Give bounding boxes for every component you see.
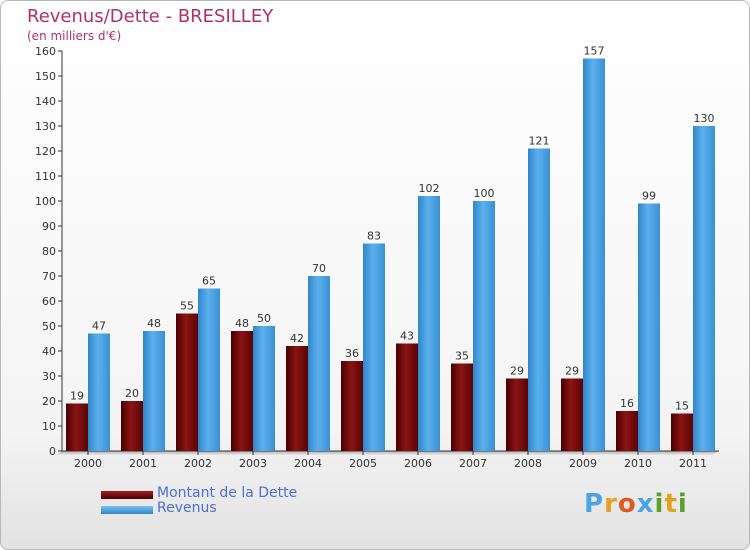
y-tick-label: 0: [49, 445, 56, 458]
data-label-revenue: 47: [92, 320, 106, 333]
x-tick-label: 2010: [624, 457, 652, 470]
bar-debt: [66, 403, 88, 451]
x-tick-label: 2004: [294, 457, 322, 470]
data-label-revenue: 157: [584, 45, 605, 58]
legend-label-revenue: Revenus: [157, 500, 217, 516]
x-tick-label: 2005: [349, 457, 377, 470]
proxiti-logo: Proxiti: [584, 489, 688, 519]
bar-revenue: [88, 333, 110, 451]
data-label-revenue: 48: [147, 317, 161, 330]
y-tick-label: 50: [42, 320, 56, 333]
logo-letter: i: [677, 489, 688, 519]
bar-revenue: [143, 331, 165, 451]
y-tick-label: 90: [42, 220, 56, 233]
data-label-revenue: 65: [202, 275, 216, 288]
data-label-revenue: 99: [642, 190, 656, 203]
data-labels: 19 47 20 48 55 65 48 50 42 70 36 83 43 102 35 100 29 121 2…: [70, 45, 715, 413]
y-tick-label: 70: [42, 270, 56, 283]
bar-revenue: [198, 288, 220, 451]
bar-debt: [506, 378, 528, 451]
logo-letter: t: [664, 489, 678, 519]
bar-debt: [286, 346, 308, 451]
data-label-debt: 19: [70, 390, 84, 403]
data-label-revenue: 100: [474, 187, 495, 200]
bar-debt: [231, 331, 253, 451]
y-tick-label: 80: [42, 245, 56, 258]
y-axis: 0 10 20 30 40 50 60 70 80 90 100 110 120 130 140 150 160: [35, 45, 719, 458]
bar-revenue: [473, 201, 495, 451]
chart-subtitle: (en milliers d'€): [27, 29, 122, 43]
chart-title: Revenus/Dette - BRESILLEY: [27, 6, 274, 27]
bar-debt: [616, 411, 638, 451]
y-tick-label: 130: [35, 120, 56, 133]
x-tick-label: 2007: [459, 457, 487, 470]
y-tick-label: 40: [42, 345, 56, 358]
bar-revenue: [693, 126, 715, 451]
data-label-debt: 29: [510, 365, 524, 378]
bar-debt: [671, 413, 693, 451]
data-label-debt: 43: [400, 330, 414, 343]
bar-revenue: [583, 58, 605, 451]
data-label-debt: 48: [235, 317, 249, 330]
chart-floor: [56, 451, 719, 455]
bar-revenue: [638, 203, 660, 451]
logo-letter: o: [617, 489, 637, 519]
logo-letter: x: [636, 489, 655, 519]
data-label-debt: 42: [290, 332, 304, 345]
y-tick-label: 10: [42, 420, 56, 433]
data-label-revenue: 50: [257, 312, 271, 325]
y-tick-label: 30: [42, 370, 56, 383]
data-label-revenue: 83: [367, 230, 381, 243]
bar-debt: [121, 401, 143, 451]
bar-revenue: [308, 276, 330, 451]
legend-label-debt: Montant de la Dette: [157, 485, 298, 501]
bar-revenue: [253, 326, 275, 451]
data-label-revenue: 102: [419, 182, 440, 195]
y-tick-label: 120: [35, 145, 56, 158]
data-label-revenue: 130: [694, 112, 715, 125]
data-label-debt: 55: [180, 300, 194, 313]
data-label-revenue: 121: [529, 135, 550, 148]
x-tick-label: 2000: [74, 457, 102, 470]
data-label-debt: 20: [125, 387, 139, 400]
bar-revenue: [528, 148, 550, 451]
x-tick-label: 2009: [569, 457, 597, 470]
logo-letter: P: [584, 489, 605, 519]
bar-revenue: [363, 243, 385, 451]
y-tick-label: 150: [35, 70, 56, 83]
legend-swatch-debt: [101, 491, 153, 499]
bar-debt: [176, 313, 198, 451]
legend-swatch-revenue: [101, 506, 153, 514]
x-tick-label: 2006: [404, 457, 432, 470]
y-tick-label: 110: [35, 170, 56, 183]
data-label-debt: 15: [675, 400, 689, 413]
x-tick-label: 2008: [514, 457, 542, 470]
chart-floor-band: [56, 451, 719, 455]
x-tick-label: 2003: [239, 457, 267, 470]
x-tick-label: 2002: [184, 457, 212, 470]
logo-letter: r: [604, 489, 618, 519]
bar-debt: [561, 378, 583, 451]
data-label-debt: 36: [345, 347, 359, 360]
data-label-revenue: 70: [312, 262, 326, 275]
data-label-debt: 16: [620, 397, 634, 410]
data-label-debt: 29: [565, 365, 579, 378]
y-tick-label: 160: [35, 45, 56, 58]
bar-debt: [341, 361, 363, 451]
y-tick-label: 60: [42, 295, 56, 308]
data-label-debt: 35: [455, 350, 469, 363]
y-tick-label: 20: [42, 395, 56, 408]
bar-debt: [451, 363, 473, 451]
bars: [66, 58, 715, 451]
bar-debt: [396, 343, 418, 451]
y-tick-label: 100: [35, 195, 56, 208]
x-tick-label: 2011: [679, 457, 707, 470]
y-tick-label: 140: [35, 95, 56, 108]
logo-letter: i: [654, 489, 665, 519]
x-tick-label: 2001: [129, 457, 157, 470]
bar-revenue: [418, 196, 440, 451]
x-axis: 2000 2001 2002 2003 2004 2005 2006 2007 2008 2009…: [74, 451, 707, 470]
